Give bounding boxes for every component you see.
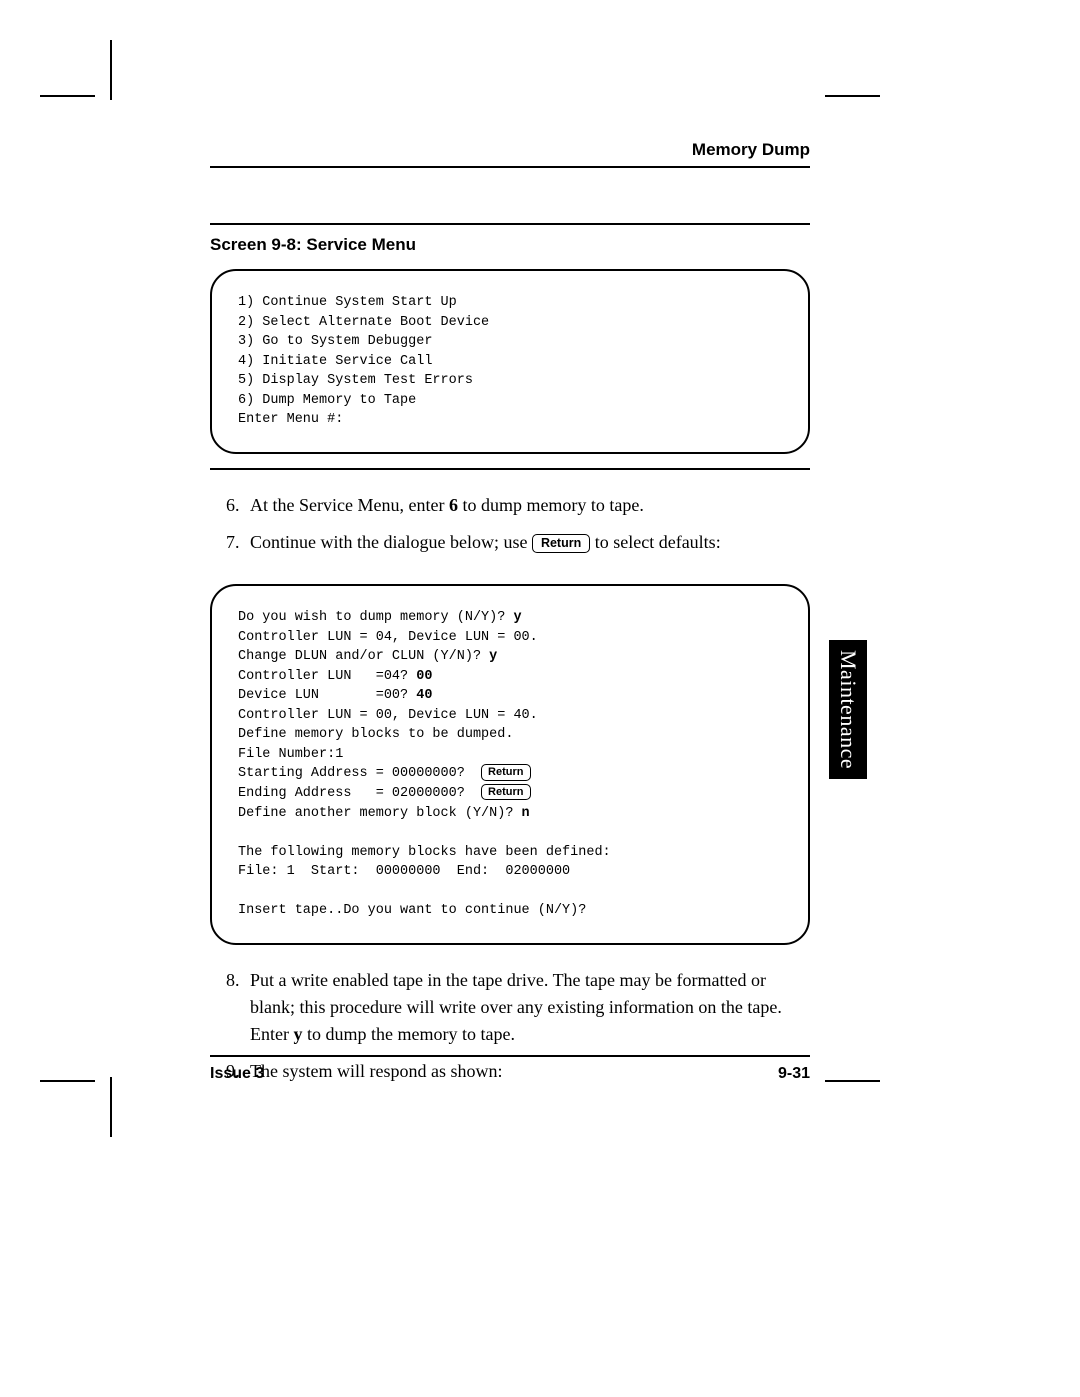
dialogue-line: File Number:1	[238, 747, 343, 762]
service-menu-line: 1) Continue System Start Up	[238, 295, 457, 310]
step-8: Put a write enabled tape in the tape dri…	[244, 967, 810, 1048]
user-input: 00	[416, 669, 432, 684]
spacer	[210, 945, 810, 967]
dialogue-box: Do you wish to dump memory (N/Y)? y Cont…	[210, 584, 810, 945]
step-text: Continue with the dialogue below; use	[250, 532, 532, 552]
horizontal-rule	[210, 468, 810, 470]
return-key: Return	[481, 784, 530, 800]
dialogue-line: The following memory blocks have been de…	[238, 845, 611, 860]
dialogue-line: Change DLUN and/or CLUN (Y/N)?	[238, 649, 489, 664]
figure-caption: Screen 9-8: Service Menu	[210, 235, 810, 255]
crop-mark	[825, 95, 880, 97]
dialogue-line: Controller LUN = 04, Device LUN = 00.	[238, 630, 538, 645]
page: Maintenance Memory Dump Screen 9-8: Serv…	[0, 0, 1080, 1397]
caption-rule: Screen 9-8: Service Menu	[210, 223, 810, 255]
dialogue-line: File: 1 Start: 00000000 End: 02000000	[238, 864, 570, 879]
return-key: Return	[481, 764, 530, 780]
step-text: At the Service Menu, enter	[250, 495, 449, 515]
step-6: At the Service Menu, enter 6 to dump mem…	[244, 492, 810, 519]
side-tab-maintenance: Maintenance	[829, 640, 867, 779]
user-input: 40	[416, 688, 432, 703]
service-menu-line: 6) Dump Memory to Tape	[238, 393, 416, 408]
crop-mark	[110, 1077, 112, 1137]
section-title: Memory Dump	[692, 140, 810, 159]
dialogue-line: Ending Address = 02000000?	[238, 786, 481, 801]
dialogue-line: Starting Address = 00000000?	[238, 766, 481, 781]
crop-mark	[825, 1080, 880, 1082]
dialogue-line: Define another memory block (Y/N)?	[238, 806, 522, 821]
content-inner: Screen 9-8: Service Menu 1) Continue Sys…	[210, 223, 810, 1093]
step-text: to dump memory to tape.	[458, 495, 644, 515]
dialogue-line: Do you wish to dump memory (N/Y)?	[238, 610, 513, 625]
issue-label: Issue 3	[210, 1065, 264, 1083]
service-menu-box: 1) Continue System Start Up 2) Select Al…	[210, 269, 810, 454]
user-input: y	[513, 610, 521, 625]
service-menu-line: 2) Select Alternate Boot Device	[238, 315, 489, 330]
return-key: Return	[532, 534, 590, 554]
step-text: to select defaults:	[590, 532, 720, 552]
service-menu-line: 4) Initiate Service Call	[238, 354, 432, 369]
dialogue-line: Insert tape..Do you want to continue (N/…	[238, 903, 586, 918]
service-menu-line: Enter Menu #:	[238, 412, 343, 427]
crop-mark	[40, 1080, 95, 1082]
dialogue-line: Define memory blocks to be dumped.	[238, 727, 513, 742]
user-input: n	[522, 806, 530, 821]
dialogue-line: Controller LUN =04?	[238, 669, 416, 684]
step-7: Continue with the dialogue below; use Re…	[244, 529, 810, 556]
content-column: Memory Dump Screen 9-8: Service Menu 1) …	[210, 140, 810, 1093]
step-list-a: At the Service Menu, enter 6 to dump mem…	[210, 492, 810, 556]
page-footer: Issue 3 9-31	[210, 1055, 810, 1083]
dialogue-line: Device LUN =00?	[238, 688, 416, 703]
running-header: Memory Dump	[210, 140, 810, 168]
page-number: 9-31	[778, 1065, 810, 1083]
service-menu-line: 3) Go to System Debugger	[238, 334, 432, 349]
service-menu-line: 5) Display System Test Errors	[238, 373, 473, 388]
crop-mark	[40, 95, 95, 97]
step-text: to dump the memory to tape.	[302, 1024, 514, 1044]
step-bold: 6	[449, 495, 458, 515]
crop-mark	[110, 40, 112, 100]
dialogue-line: Controller LUN = 00, Device LUN = 40.	[238, 708, 538, 723]
user-input: y	[489, 649, 497, 664]
spacer	[210, 566, 810, 584]
